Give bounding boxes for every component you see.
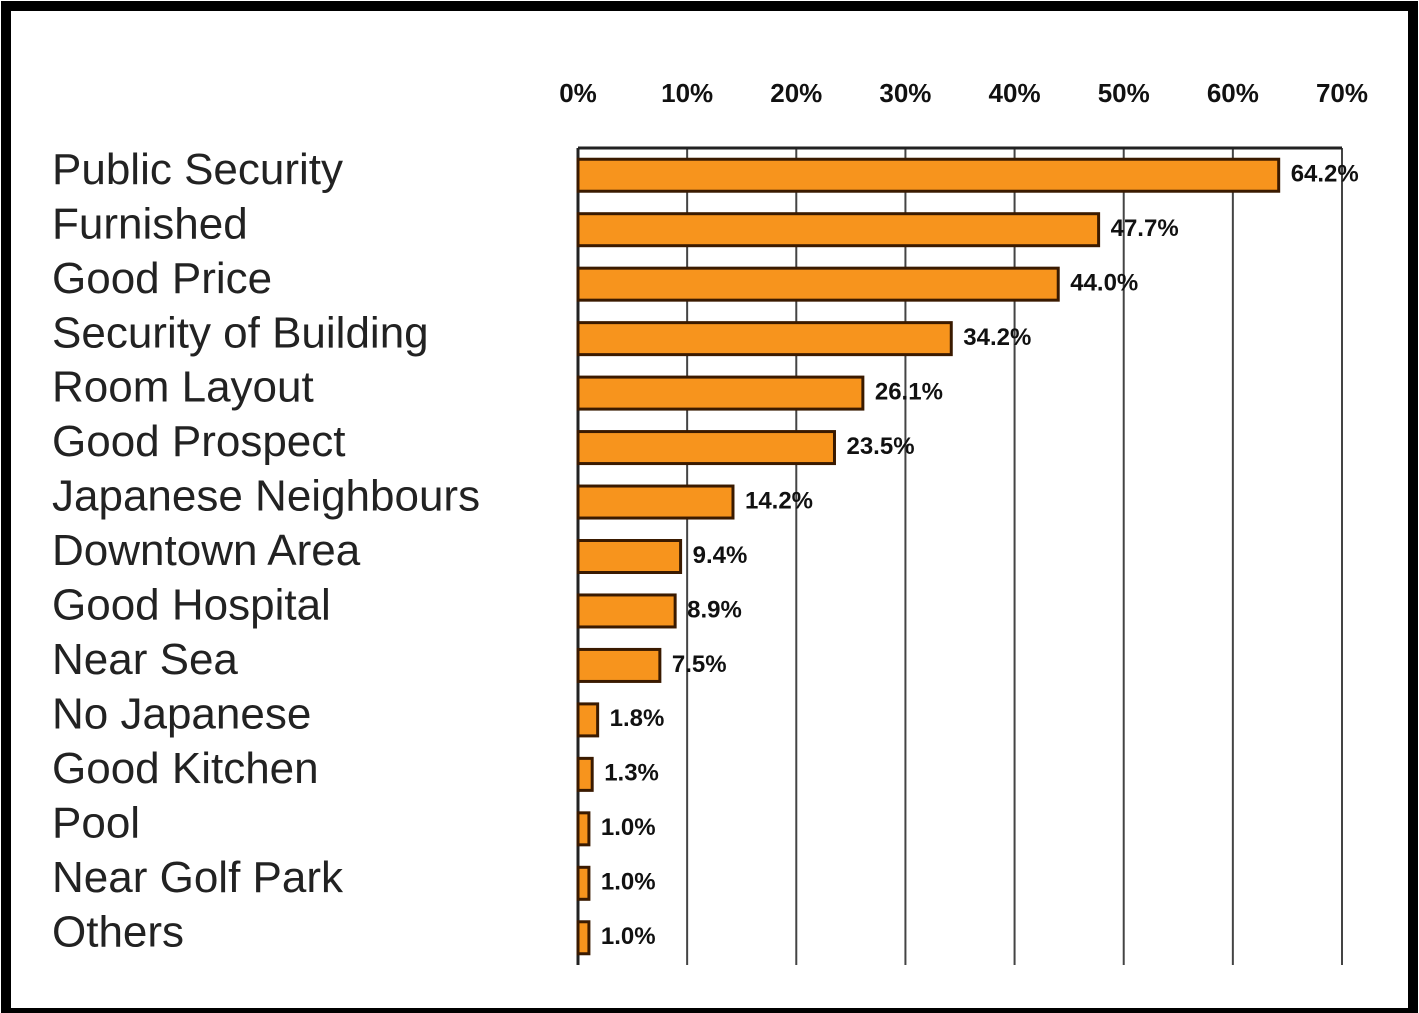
x-tick-label: 60%: [1207, 78, 1259, 108]
bar: [576, 920, 591, 956]
value-label: 44.0%: [1070, 270, 1138, 297]
bar: [576, 702, 600, 738]
bar: [576, 375, 865, 411]
y-tick-label: Others: [52, 907, 184, 956]
x-tick-label: 0%: [559, 78, 597, 108]
value-label: 7.5%: [672, 651, 727, 678]
value-label: 1.0%: [601, 869, 656, 896]
x-tick-label: 40%: [989, 78, 1041, 108]
y-tick-label: Good Price: [52, 254, 272, 303]
y-tick-label: Japanese Neighbours: [52, 472, 480, 521]
y-tick-label: Security of Building: [52, 308, 429, 357]
bar: [576, 811, 591, 847]
y-tick-label: Downtown Area: [52, 526, 361, 575]
bar: [576, 212, 1101, 248]
x-tick-label: 50%: [1098, 78, 1150, 108]
y-tick-label: Good Kitchen: [52, 744, 319, 793]
y-tick-label: Near Sea: [52, 635, 238, 684]
value-label: 1.3%: [604, 760, 659, 787]
bar: [576, 593, 677, 629]
value-label: 23.5%: [846, 433, 914, 460]
y-tick-label: Public Security: [52, 145, 343, 194]
bar: [576, 484, 735, 520]
value-label: 9.4%: [693, 542, 748, 569]
x-tick-label: 70%: [1316, 78, 1368, 108]
value-label: 34.2%: [963, 324, 1031, 351]
bar: [576, 539, 683, 574]
y-tick-label: Room Layout: [52, 363, 314, 412]
y-tick-label: Furnished: [52, 199, 248, 248]
value-label: 1.0%: [601, 923, 656, 950]
bar: [576, 865, 591, 901]
y-tick-label: Near Golf Park: [52, 853, 344, 902]
value-label: 26.1%: [875, 378, 943, 405]
value-label: 1.8%: [610, 705, 665, 732]
bar: [576, 266, 1060, 302]
bar: [576, 157, 1281, 193]
x-tick-label: 30%: [879, 78, 931, 108]
value-label: 47.7%: [1111, 215, 1179, 242]
bar: [576, 321, 953, 357]
y-tick-label: Pool: [52, 798, 140, 847]
y-tick-label: Good Hospital: [52, 581, 331, 630]
value-label: 1.0%: [601, 814, 656, 841]
value-label: 14.2%: [745, 487, 813, 514]
x-tick-label: 10%: [661, 78, 713, 108]
value-label: 8.9%: [687, 596, 742, 623]
value-label: 64.2%: [1291, 161, 1359, 188]
x-tick-label: 20%: [770, 78, 822, 108]
y-tick-label: Good Prospect: [52, 417, 346, 466]
bar: [576, 647, 662, 683]
bar: [576, 756, 594, 792]
y-tick-label: No Japanese: [52, 690, 311, 739]
bar: [576, 430, 836, 466]
